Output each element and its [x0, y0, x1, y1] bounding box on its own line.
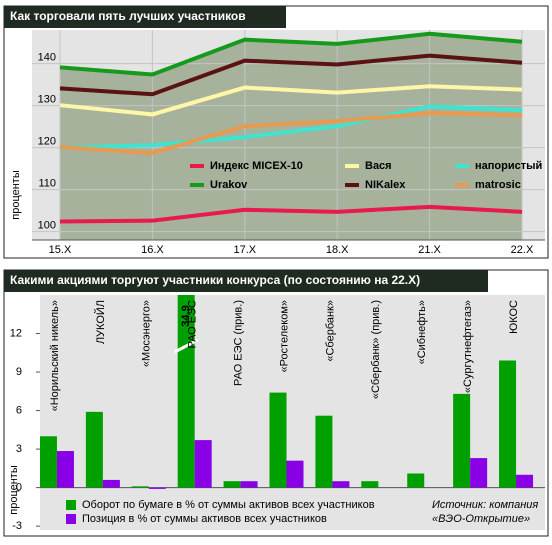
line	[59, 111, 523, 156]
break-mark	[173, 338, 199, 354]
y-tick-label: 130	[38, 94, 56, 106]
bar	[148, 487, 166, 489]
y-tick-label: 0	[16, 482, 22, 494]
bar	[470, 458, 488, 488]
bar	[516, 474, 534, 488]
legend-label: напористый	[475, 160, 542, 172]
bar	[361, 481, 379, 488]
annotation: Источник: компания «ВЭО-Открытие»	[432, 499, 541, 525]
bar	[102, 479, 120, 488]
line	[59, 204, 523, 224]
legend-label: Оборот по бумаге в % от суммы активов вс…	[82, 499, 375, 511]
y-tick-label: 100	[38, 220, 56, 232]
bar	[131, 486, 149, 488]
line	[59, 104, 523, 151]
title-bar-1	[4, 6, 286, 28]
x-tick-label: 17.X	[233, 244, 256, 256]
legend-label: NIKalex	[365, 179, 406, 191]
y-tick-label: 120	[38, 136, 56, 148]
legend-label: Позиция в % от суммы активов всех участн…	[82, 513, 327, 525]
x-tick-label: РАО ЕЭС (прив.)	[232, 300, 244, 386]
x-tick-label: 18.X	[326, 244, 349, 256]
legend-swatch	[66, 500, 76, 510]
x-tick-label: РАО ЕЭС	[187, 300, 199, 349]
bar	[223, 481, 241, 488]
line	[59, 53, 523, 97]
line	[59, 31, 523, 77]
line	[59, 84, 523, 117]
bar	[332, 481, 350, 488]
x-tick-label: ЛУКОЙЛ	[94, 300, 107, 344]
bar-chart: -3 0 3 6 9 12 «Норильский никель» ЛУКОЙЛ «Мосэне…	[10, 295, 545, 532]
x-tick-label: 16.X	[141, 244, 164, 256]
y-tick-label: 12	[10, 327, 22, 339]
value-label-box	[178, 298, 194, 334]
y-tick-label: 110	[38, 178, 56, 190]
legend-label: Индекс MICEX-10	[210, 160, 303, 172]
legend-label: Вася	[365, 160, 392, 172]
x-tick-label: «Сбербанк» (прив.)	[370, 300, 382, 399]
y-tick-label: 6	[16, 404, 22, 416]
y-tick-label: 3	[16, 443, 22, 455]
y-tick-label: 9	[16, 366, 22, 378]
legend-label: matrosic	[475, 179, 521, 191]
x-tick-label: 22.X	[511, 244, 534, 256]
bar	[315, 415, 333, 488]
x-tick-label: 15.X	[49, 244, 72, 256]
x-tick-label: «Сибнефть»	[416, 300, 428, 364]
bar	[269, 392, 287, 488]
bar	[453, 393, 471, 488]
bar	[85, 411, 103, 488]
bar	[56, 451, 74, 488]
bar	[286, 460, 304, 488]
x-tick-label: ЮКОС	[508, 300, 520, 334]
bar	[499, 360, 517, 488]
y-axis-label: проценты	[10, 170, 22, 220]
chart-title: Как торговали пять лучших участников	[10, 9, 246, 23]
bar	[40, 436, 57, 488]
x-tick-label: «Ростелеком»	[278, 300, 290, 373]
y-tick-label: 140	[38, 52, 56, 64]
bar	[240, 481, 258, 488]
chart-title: Какими акциями торгуют участники конкурс…	[10, 273, 420, 287]
y-tick-label: -3	[12, 520, 22, 532]
x-tick-label: «Норильский никель»	[49, 300, 61, 411]
x-tick-label: «Мосэнерго»	[141, 300, 153, 367]
bar	[194, 440, 212, 488]
legend-swatch	[66, 514, 76, 524]
x-tick-label: 21.X	[418, 244, 441, 256]
value-label: 34,9	[180, 305, 192, 326]
legend-label: Urakov	[210, 179, 248, 191]
x-tick-label: «Сургутнефтегаз»	[462, 300, 474, 393]
bar	[407, 473, 425, 488]
y-axis-label: проценты	[8, 465, 20, 515]
x-tick-label: «Сбербанк»	[324, 300, 336, 362]
line-chart: 100 110 120 130 140 15.X 16.X 17.X 18.X 21.X 22.X И…	[32, 30, 545, 256]
title-bar-2	[4, 270, 488, 292]
